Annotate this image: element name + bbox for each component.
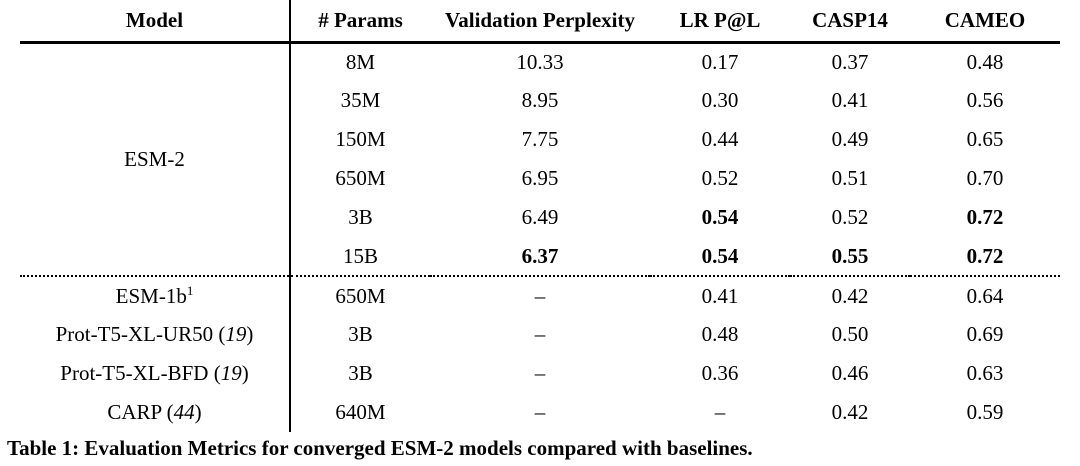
citation-number: 19	[220, 361, 242, 385]
table-row-esm2-35m: 35M 8.95 0.30 0.41 0.56	[20, 81, 1060, 120]
cell-lr-p-at-l: 0.48	[701, 322, 739, 346]
cell-params: 3B	[348, 205, 373, 229]
cell-casp14: 0.50	[831, 322, 869, 346]
model-name-close: )	[241, 361, 249, 385]
cell-model-prot-t5-xl-ur50: Prot-T5-XL-UR50 (19)	[20, 315, 291, 354]
cell-cameo: 0.64	[910, 275, 1060, 315]
table-row-carp: CARP (44) 640M – – 0.42 0.59	[20, 393, 1060, 432]
table-row-prot-t5-xl-ur50: Prot-T5-XL-UR50 (19) 3B – 0.48 0.50 0.69	[20, 315, 1060, 354]
col-header-casp14: CASP14	[790, 0, 910, 44]
cell-cameo: 0.70	[966, 166, 1004, 190]
cell-casp14: 0.46	[831, 361, 869, 385]
cell-casp14: 0.37	[831, 49, 869, 74]
cell-model-carp: CARP (44)	[20, 393, 291, 432]
col-header-params: # Params	[290, 0, 430, 44]
cell-perplexity: 7.75	[521, 127, 559, 151]
cell-params: 150M	[335, 127, 386, 151]
citation-number: 19	[225, 322, 247, 346]
cell-params: 640M	[335, 400, 386, 424]
table-header-row: Model # Params Validation Perplexity LR …	[20, 0, 1060, 44]
table-row-esm2-3b: 3B 6.49 0.54 0.52 0.72	[20, 198, 1060, 237]
cell-casp14: 0.42	[790, 275, 910, 315]
cell-perplexity: 6.37	[521, 243, 559, 268]
col-header-validation-perplexity: Validation Perplexity	[430, 0, 650, 44]
cell-casp14: 0.42	[831, 400, 869, 424]
table-row-esm2-8m: ESM-2 8M 10.33 0.17 0.37 0.48	[20, 42, 1060, 276]
cell-params: 35M	[340, 88, 381, 112]
cell-cameo: 0.65	[966, 127, 1004, 151]
cell-perplexity: 6.95	[521, 166, 559, 190]
col-header-cameo: CAMEO	[910, 0, 1060, 44]
cell-perplexity: 8.95	[521, 88, 559, 112]
cell-cameo: 0.72	[966, 205, 1004, 229]
cell-perplexity: –	[534, 361, 546, 385]
cell-cameo: 0.48	[966, 49, 1004, 74]
model-name: Prot-T5-XL-BFD (	[60, 361, 221, 385]
cell-model-group-esm2: ESM-2	[20, 42, 291, 276]
cell-params: 3B	[348, 322, 373, 346]
cell-cameo: 0.56	[966, 88, 1004, 112]
col-header-lr-p-at-l: LR P@L	[650, 0, 790, 44]
cell-cameo: 0.59	[966, 400, 1004, 424]
col-header-model: Model	[20, 0, 291, 44]
cell-casp14: 0.52	[831, 205, 869, 229]
cell-params: 15B	[342, 243, 378, 268]
table-row-esm2-650m: 650M 6.95 0.52 0.51 0.70	[20, 159, 1060, 198]
cell-cameo: 0.69	[966, 322, 1004, 346]
cell-params: 3B	[348, 361, 373, 385]
cell-casp14: 0.41	[831, 88, 869, 112]
model-name: CARP (	[107, 400, 174, 424]
cell-model-prot-t5-xl-bfd: Prot-T5-XL-BFD (19)	[20, 354, 291, 393]
table-caption: Table 1: Evaluation Metrics for converge…	[7, 436, 753, 460]
cell-casp14: 0.55	[831, 243, 869, 268]
table-row-esm1b: ESM-1b1 650M – 0.41 0.42 0.64	[20, 275, 1060, 315]
cell-lr-p-at-l: 0.52	[701, 166, 739, 190]
cell-cameo: 0.63	[966, 361, 1004, 385]
citation-number: 44	[173, 400, 195, 424]
cell-perplexity: 6.49	[521, 205, 559, 229]
model-name: ESM-1b	[115, 283, 187, 308]
evaluation-metrics-table: Model # Params Validation Perplexity LR …	[20, 0, 1060, 432]
cell-model-esm1b: ESM-1b1	[20, 275, 291, 315]
table-row-esm2-150m: 150M 7.75 0.44 0.49 0.65	[20, 120, 1060, 159]
cell-perplexity: 10.33	[516, 49, 564, 74]
cell-params: 8M	[345, 49, 376, 74]
cell-cameo: 0.72	[966, 243, 1004, 268]
cell-lr-p-at-l: 0.54	[701, 205, 739, 229]
cell-lr-p-at-l: 0.54	[701, 243, 739, 268]
cell-params: 650M	[335, 166, 386, 190]
cell-casp14: 0.51	[831, 166, 869, 190]
cell-lr-p-at-l: 0.30	[701, 88, 739, 112]
cell-casp14: 0.49	[831, 127, 869, 151]
table-row-esm2-15b: 15B 6.37 0.54 0.55 0.72	[20, 237, 1060, 276]
cell-params: 650M	[290, 275, 430, 315]
cell-lr-p-at-l: 0.17	[701, 49, 739, 74]
cell-lr-p-at-l: 0.36	[701, 361, 739, 385]
cell-lr-p-at-l: 0.41	[650, 275, 790, 315]
cell-lr-p-at-l: –	[714, 400, 726, 424]
cell-perplexity: –	[534, 322, 546, 346]
footnote-marker: 1	[186, 282, 194, 298]
model-name-close: )	[194, 400, 202, 424]
table-row-prot-t5-xl-bfd: Prot-T5-XL-BFD (19) 3B – 0.36 0.46 0.63	[20, 354, 1060, 393]
model-name: Prot-T5-XL-UR50 (	[55, 322, 226, 346]
model-name-close: )	[246, 322, 254, 346]
cell-perplexity: –	[534, 400, 546, 424]
cell-perplexity: –	[430, 275, 650, 315]
cell-lr-p-at-l: 0.44	[701, 127, 739, 151]
